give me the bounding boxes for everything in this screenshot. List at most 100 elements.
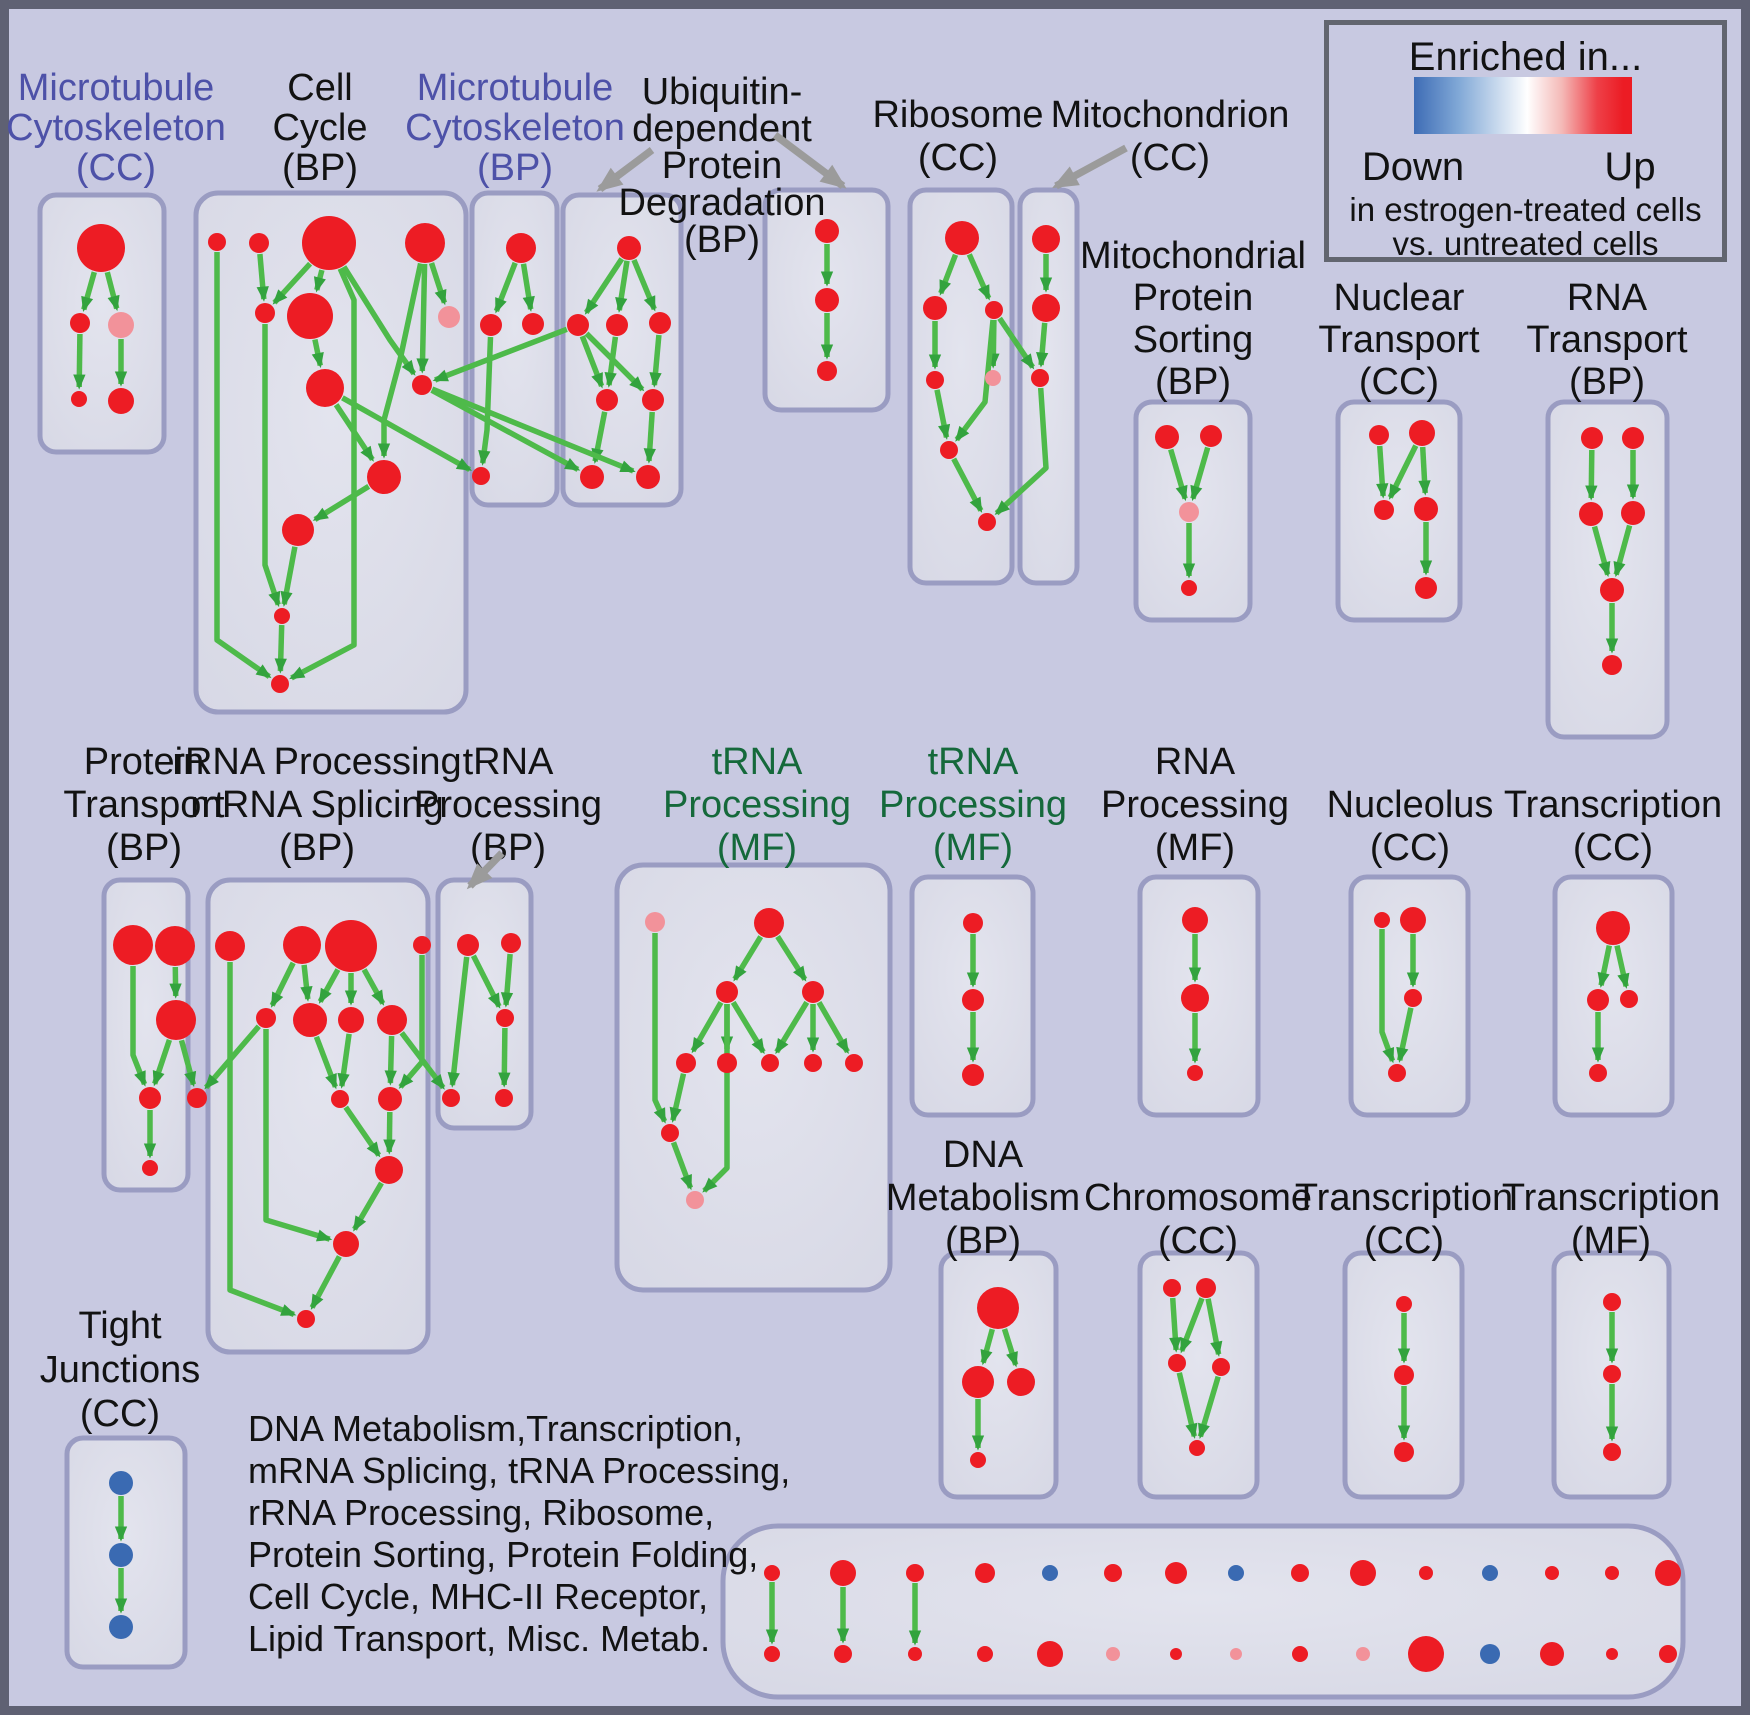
go-term-node [906, 1564, 924, 1582]
relation-edge [816, 1001, 850, 1055]
cluster-label-protein_transport: Transport [63, 784, 225, 826]
go-term-node [77, 224, 125, 272]
relation-edge [130, 966, 148, 1087]
relation-edge [631, 258, 657, 312]
cluster-label-protein_transport: Protein [84, 741, 204, 783]
go-term-node [1394, 1365, 1414, 1385]
go-term-node [249, 233, 269, 253]
relation-edge [312, 484, 371, 522]
go-term-node [1168, 1354, 1186, 1372]
go-term-node [1037, 1641, 1063, 1667]
relation-edge [1205, 1298, 1223, 1357]
cluster-label-rna_transport: (BP) [1569, 361, 1645, 403]
cluster-label-mito_sorting: Protein [1133, 277, 1253, 319]
go-term-node [282, 514, 314, 546]
go-term-node [977, 1646, 993, 1662]
go-term-node [1165, 1562, 1187, 1584]
go-term-node [377, 1005, 407, 1035]
go-term-node [70, 313, 90, 333]
relation-edge [690, 1001, 724, 1054]
go-term-node [1540, 1642, 1564, 1666]
cluster-label-trna_bp: Processing [414, 784, 602, 826]
go-term-node [1032, 225, 1060, 253]
footnote-line: Cell Cycle, MHC-II Receptor, [248, 1576, 709, 1617]
go-term-node [1179, 502, 1199, 522]
go-term-node [287, 293, 333, 339]
go-term-node [208, 233, 226, 251]
go-term-node [1196, 1278, 1216, 1298]
cluster-box-mt_cc [37, 192, 167, 455]
label-pointer-arrow [466, 850, 505, 890]
cluster-label-cell_cycle: (BP) [282, 147, 358, 189]
relation-edge [1387, 444, 1419, 500]
cluster-label-rna_proc_mf: RNA [1155, 741, 1236, 783]
cluster-label-transcription_cc_a: Transcription [1504, 784, 1722, 826]
label-pointer-arrow [772, 132, 847, 189]
go-term-node [645, 912, 665, 932]
cluster-label-trna_mf_big: (MF) [717, 827, 797, 869]
go-term-node [506, 233, 536, 263]
go-term-node [1031, 369, 1049, 387]
relation-edge [591, 411, 608, 464]
go-term-node [580, 465, 604, 489]
relation-edge [670, 1141, 694, 1191]
go-term-node [636, 465, 660, 489]
go-term-node [963, 913, 983, 933]
relation-edge [269, 961, 296, 1008]
go-term-node [109, 1615, 133, 1639]
go-term-node [606, 314, 628, 336]
cluster-label-tight_junctions: Junctions [40, 1349, 201, 1391]
go-term-node [405, 223, 445, 263]
relation-edge [341, 265, 417, 376]
relation-edge [432, 326, 568, 383]
relation-edge [1614, 944, 1630, 989]
cluster-label-tight_junctions: (CC) [80, 1393, 160, 1435]
cluster-label-ribosome: (CC) [918, 137, 998, 179]
go-term-node [1394, 1442, 1414, 1462]
go-term-node [155, 926, 195, 966]
cluster-box-misc_strip [720, 1523, 1686, 1700]
go-term-node [331, 1090, 349, 1108]
go-term-node [1602, 655, 1622, 675]
go-term-node [1104, 1564, 1122, 1582]
go-term-node [717, 1053, 737, 1073]
go-term-node [1579, 502, 1603, 526]
go-term-node [457, 934, 479, 956]
relation-edge [343, 1105, 382, 1158]
relation-edge [263, 1029, 333, 1242]
go-term-node [256, 1008, 276, 1028]
relation-edge [493, 261, 518, 314]
cluster-label-mt_cc: Cytoskeleton [6, 107, 226, 149]
cluster-label-transcription_cc_b: (CC) [1364, 1220, 1444, 1262]
go-term-node [187, 1088, 207, 1108]
relation-edge [262, 324, 281, 608]
cluster-label-mt_bp: Microtubule [417, 67, 613, 109]
go-term-node [1007, 1368, 1035, 1396]
relation-edge [289, 267, 357, 681]
cluster-label-rna_transport: Transport [1526, 319, 1688, 361]
go-term-node [438, 306, 460, 328]
relation-edge [104, 271, 120, 312]
relation-edge [954, 319, 996, 442]
cluster-label-transcription_cc_b: Transcription [1295, 1177, 1513, 1219]
go-term-node [962, 989, 984, 1011]
cluster-label-chromosome: Chromosome [1084, 1177, 1312, 1219]
go-term-node [985, 301, 1003, 319]
relation-edge [1168, 448, 1188, 502]
legend-gradient-bar [1414, 77, 1632, 134]
go-term-node [1603, 1365, 1621, 1383]
go-term-node [274, 608, 290, 624]
go-term-node [617, 236, 641, 260]
label-pointer-arrow [596, 147, 655, 192]
go-term-node [1621, 501, 1645, 525]
go-term-node [962, 1366, 994, 1398]
go-term-node [1181, 984, 1209, 1012]
relation-edge [337, 1033, 352, 1089]
go-term-node [817, 361, 837, 381]
go-term-node [1182, 907, 1208, 933]
go-term-node [1388, 1064, 1406, 1082]
go-term-node [495, 1089, 513, 1107]
cluster-label-dna_metab: Metabolism [886, 1177, 1080, 1219]
cluster-label-mito_sorting: Mitochondrial [1080, 235, 1306, 277]
